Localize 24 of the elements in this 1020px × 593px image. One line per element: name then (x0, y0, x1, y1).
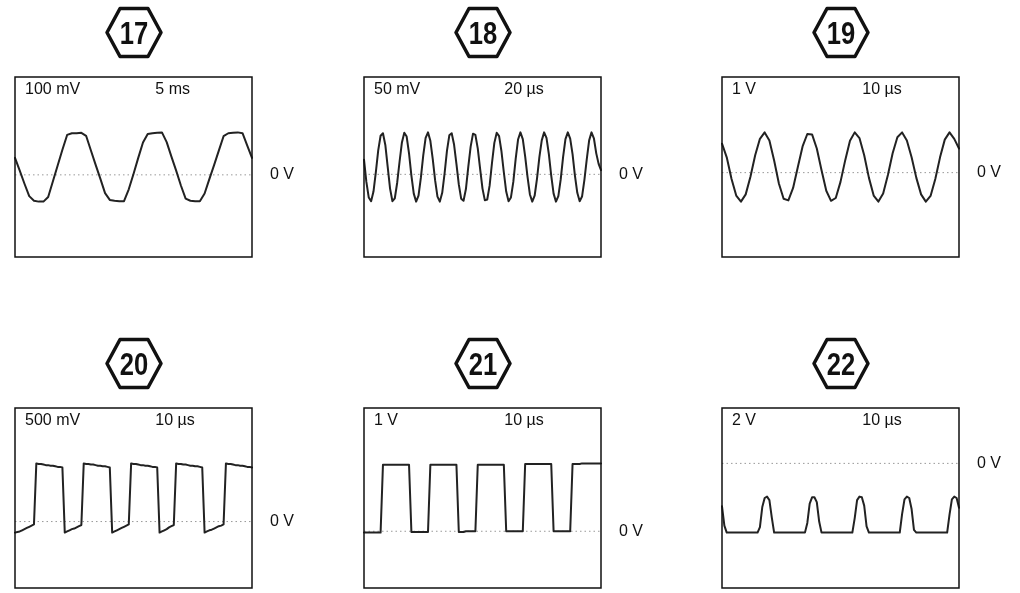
text: 500 mV (25, 411, 81, 429)
chart-title: 19 (826, 14, 856, 51)
chart-title: 17 (119, 14, 149, 51)
chart-title: 18 (468, 14, 498, 51)
ref-line-label: 0 V (270, 511, 295, 529)
ref-line-label: 0 V (619, 164, 644, 182)
text: 10 µs (504, 411, 544, 429)
text: 100 mV (25, 80, 81, 98)
ref-line-label: 0 V (977, 453, 1002, 471)
ref-line-label: 0 V (977, 163, 1002, 181)
text: 20 µs (504, 80, 544, 98)
text: 2 V (732, 411, 757, 429)
text: 1 V (374, 411, 399, 429)
text: 10 µs (862, 411, 902, 429)
chart-title: 20 (119, 345, 149, 382)
ref-line-label: 0 V (619, 521, 644, 539)
text: 5 ms (155, 80, 191, 98)
chart-title: 21 (468, 345, 498, 382)
text: 1 V (732, 80, 757, 98)
ref-line-label: 0 V (270, 165, 295, 183)
text: 10 µs (155, 411, 195, 429)
chart-title: 22 (826, 345, 856, 382)
text: 50 mV (374, 80, 421, 98)
text: 10 µs (862, 80, 902, 98)
